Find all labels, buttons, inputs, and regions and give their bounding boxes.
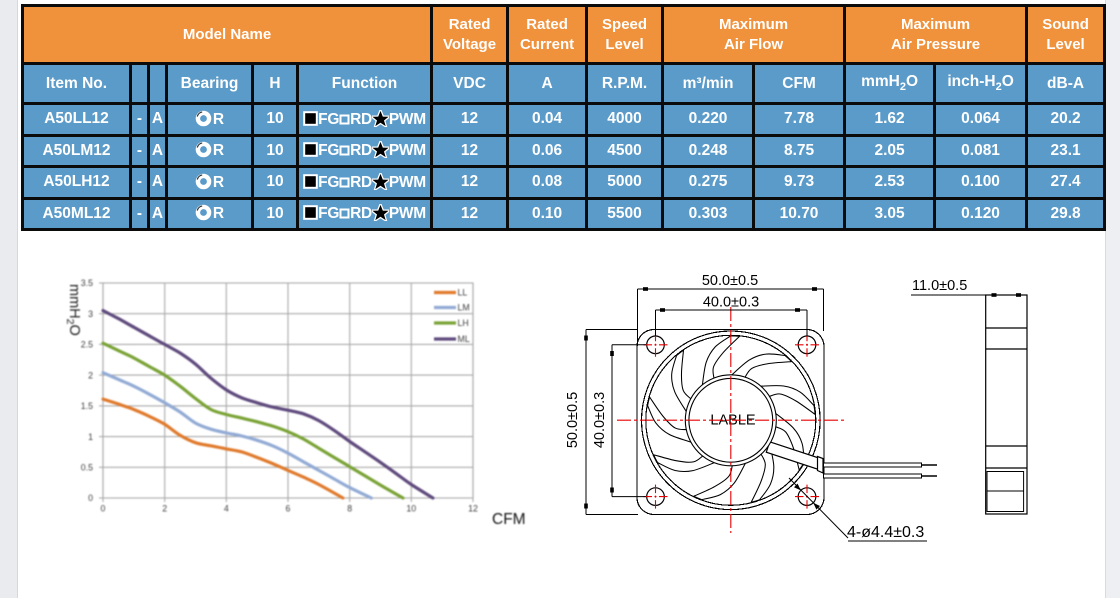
svg-text:0: 0 [101,504,106,514]
svg-text:0: 0 [88,493,93,503]
svg-text:0.5: 0.5 [81,463,93,473]
svg-text:10: 10 [406,504,416,514]
svg-text:2: 2 [88,370,93,380]
svg-text:4-ø4.4±0.3: 4-ø4.4±0.3 [847,524,924,541]
svg-text:LM: LM [458,303,470,313]
svg-text:LL: LL [458,288,468,298]
svg-text:6: 6 [286,504,291,514]
svg-text:3.5: 3.5 [81,278,93,288]
svg-text:1: 1 [88,432,93,442]
svg-text:50.0±0.5: 50.0±0.5 [702,273,758,289]
svg-text:40.0±0.3: 40.0±0.3 [703,295,759,311]
svg-text:mmH2O: mmH2O [64,284,82,336]
svg-text:LH: LH [458,318,469,328]
svg-text:ML: ML [458,334,470,344]
svg-text:12: 12 [468,504,478,514]
svg-text:3: 3 [88,309,93,319]
svg-text:4: 4 [224,504,229,514]
svg-text:50.0±0.5: 50.0±0.5 [565,392,581,448]
svg-text:1.5: 1.5 [81,401,93,411]
svg-text:2: 2 [162,504,167,514]
svg-text:11.0±0.5: 11.0±0.5 [912,278,967,294]
svg-text:40.0±0.3: 40.0±0.3 [592,392,608,448]
svg-text:2.5: 2.5 [81,340,93,350]
svg-text:CFM: CFM [492,511,526,528]
svg-text:8: 8 [347,504,352,514]
